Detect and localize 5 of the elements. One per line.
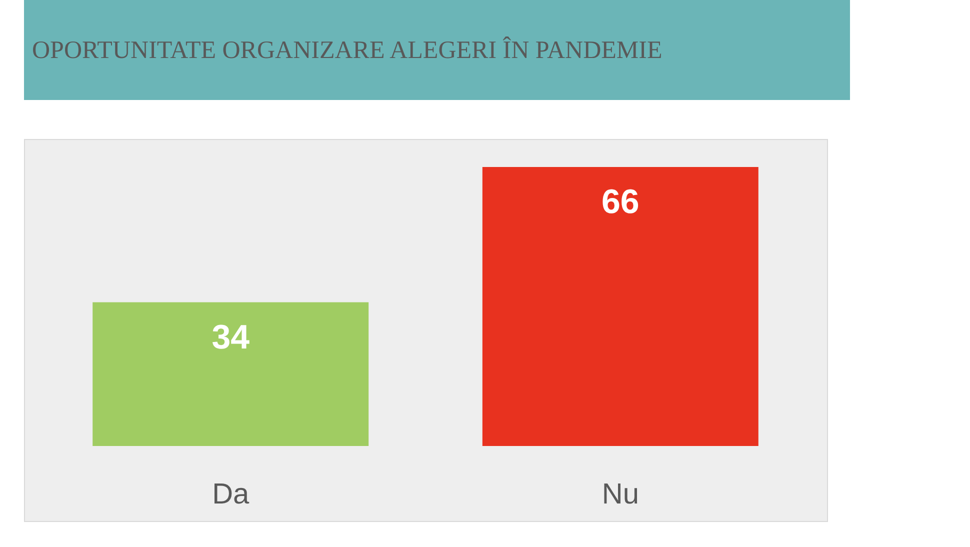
x-tick-label: Nu (602, 478, 639, 510)
x-tick-label: Da (212, 478, 250, 510)
chart-title: OPORTUNITATE ORGANIZARE ALEGERI ÎN PANDEMIE (32, 36, 662, 64)
data-label: 66 (601, 183, 640, 221)
data-label: 34 (212, 318, 250, 356)
